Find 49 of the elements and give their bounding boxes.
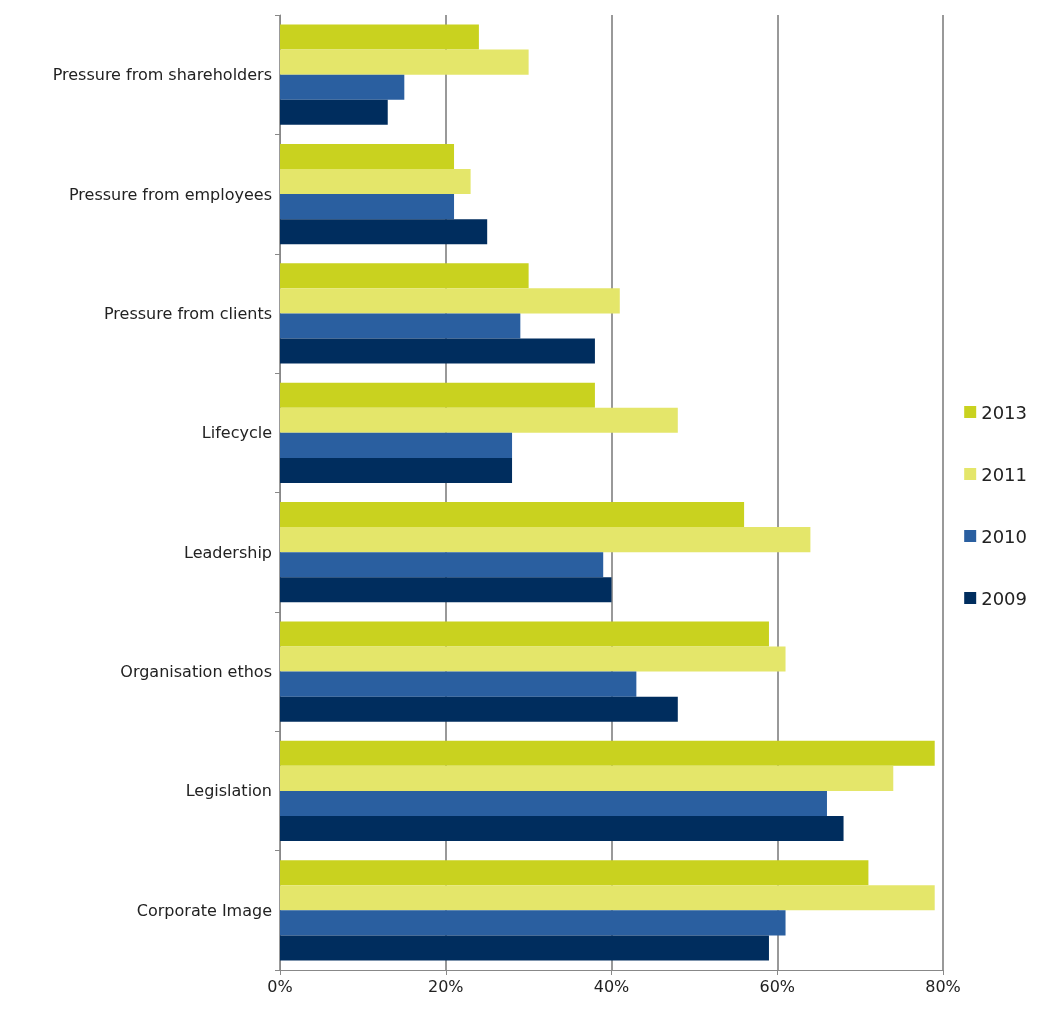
bar [280, 338, 595, 364]
bar [280, 143, 455, 169]
bar [280, 382, 595, 408]
bar [280, 671, 637, 697]
bar [280, 194, 455, 220]
bar [280, 24, 479, 50]
y-tick-label: Organisation ethos [120, 662, 272, 682]
y-tick-label: Lifecycle [201, 423, 272, 443]
bar [280, 885, 935, 911]
bar [280, 935, 769, 961]
legend-label: 2011 [981, 463, 1027, 485]
bar [280, 432, 513, 458]
legend-label: 2009 [981, 587, 1027, 609]
bar [280, 288, 620, 314]
bar [280, 263, 529, 289]
x-tick-label: 80% [925, 976, 961, 996]
x-tick-label: 40% [593, 976, 630, 996]
x-tick-label: 20% [427, 976, 464, 996]
y-tick-label: Pressure from shareholders [52, 65, 272, 85]
bar [280, 168, 471, 195]
x-tick-label: 60% [759, 976, 796, 996]
bar [280, 910, 786, 936]
bar [280, 765, 894, 791]
bar [280, 816, 844, 842]
y-tick-label: Pressure from employees [68, 184, 272, 204]
legend-label: 2010 [981, 525, 1027, 547]
bar [280, 313, 521, 339]
bar [280, 99, 388, 125]
bar [280, 407, 678, 433]
bar [280, 74, 405, 100]
bar [280, 502, 745, 528]
bar [280, 621, 769, 647]
bar [280, 790, 827, 817]
y-tick-label: Legislation [185, 781, 272, 801]
bar [280, 740, 935, 766]
bar [280, 646, 786, 672]
bar [280, 527, 811, 553]
bar [280, 457, 513, 483]
y-tick-label: Leadership [184, 542, 272, 562]
y-tick-label: Pressure from clients [103, 303, 272, 323]
bar [280, 696, 678, 722]
legend-label: 2013 [981, 401, 1027, 423]
bar [280, 552, 604, 578]
y-tick-label: Corporate Image [136, 900, 272, 920]
x-tick-label: 0% [267, 976, 293, 996]
bar [280, 49, 529, 75]
bar [280, 577, 612, 603]
bar [280, 860, 869, 886]
bar [280, 219, 488, 245]
